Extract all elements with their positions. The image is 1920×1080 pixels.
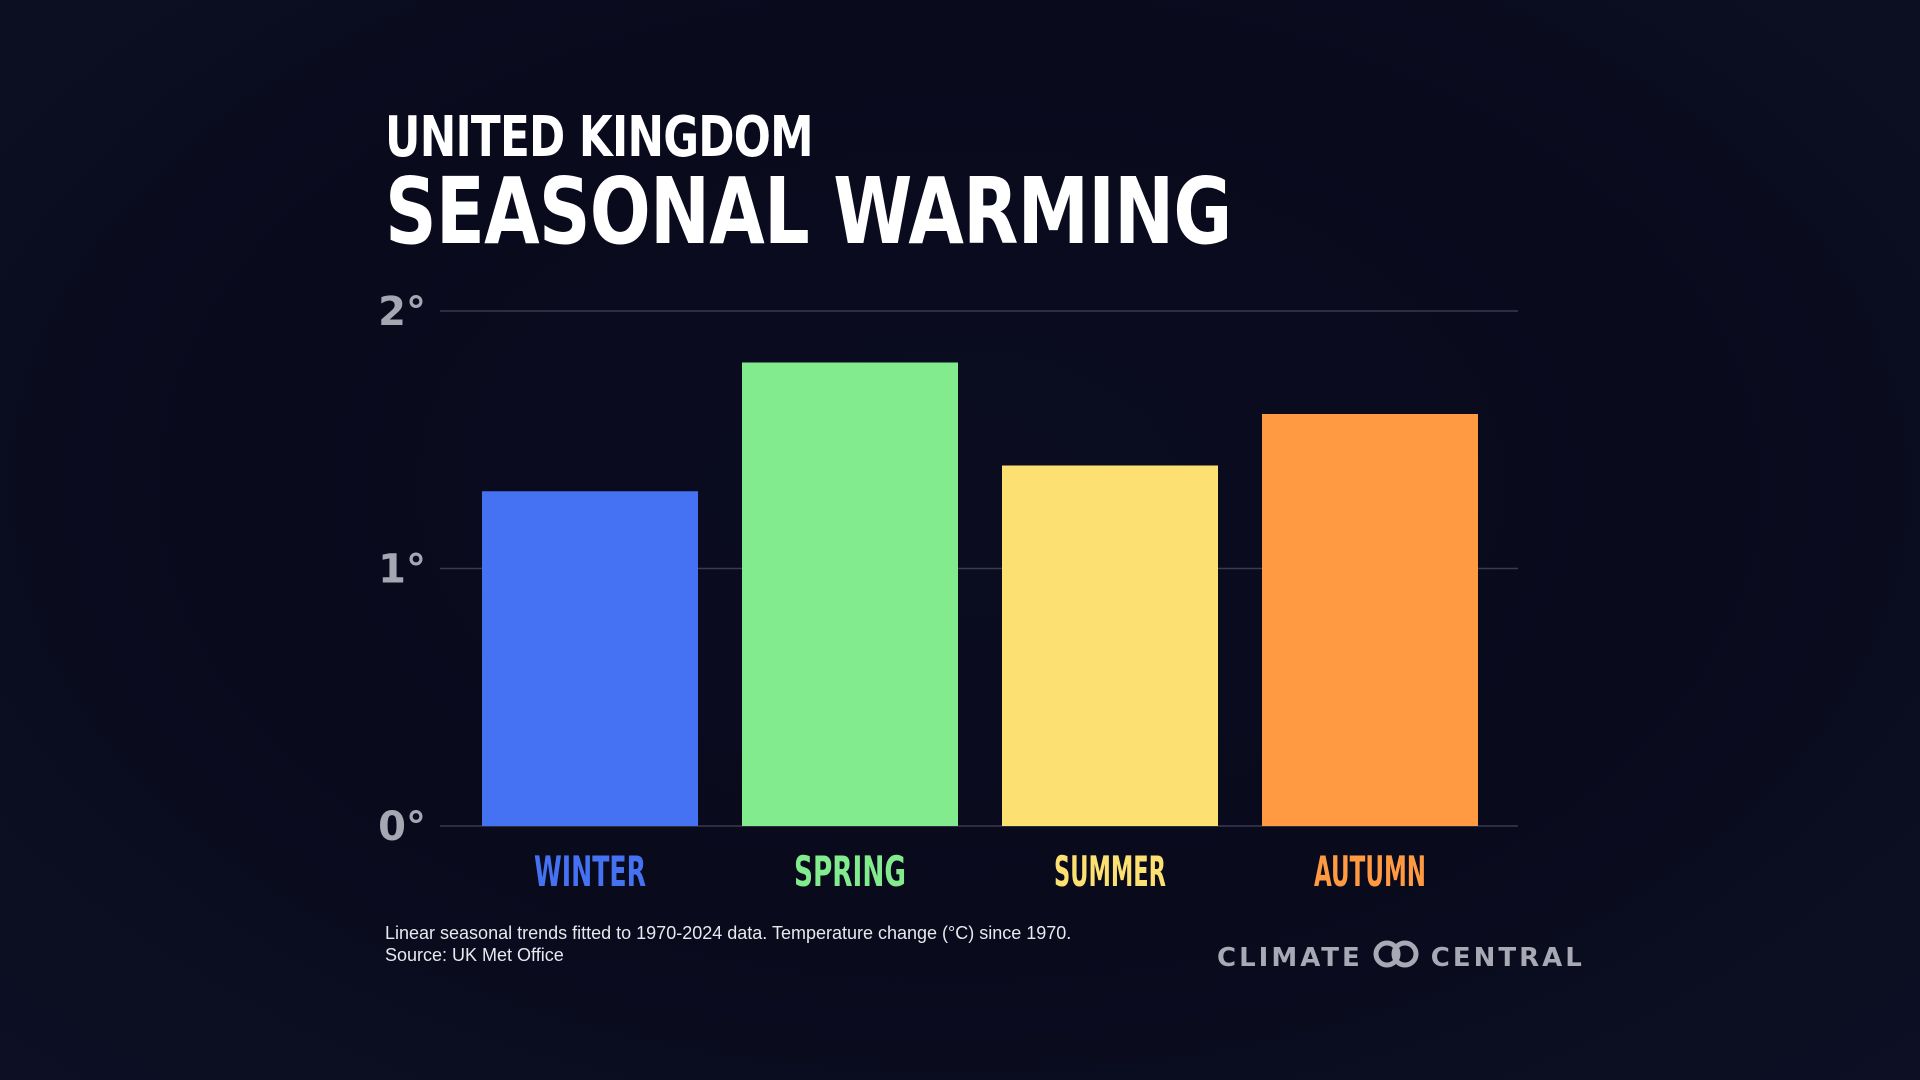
y-tick-label-0: 0° xyxy=(378,804,426,850)
bar-summer xyxy=(1002,465,1218,826)
chart-supertitle: UNITED KINGDOM xyxy=(385,105,814,170)
category-label-autumn: AUTUMN xyxy=(1314,847,1426,896)
chart-title-block: UNITED KINGDOM SEASONAL WARMING xyxy=(385,108,1470,260)
category-label-winter: WINTER xyxy=(534,847,646,896)
climate-central-rings-icon xyxy=(1371,940,1421,975)
logo-text-left: CLIMATE xyxy=(1217,942,1363,973)
footnote-source: Source: UK Met Office xyxy=(385,945,564,965)
footnote-method: Linear seasonal trends fitted to 1970-20… xyxy=(385,923,1072,943)
category-label-summer: SUMMER xyxy=(1054,847,1166,896)
y-tick-label-1: 1° xyxy=(378,547,426,593)
category-label-spring: SPRING xyxy=(794,847,906,896)
bar-autumn xyxy=(1262,414,1478,826)
bar-winter xyxy=(482,491,698,826)
logo-text-right: CENTRAL xyxy=(1430,942,1585,973)
climate-central-logo: CLIMATE CENTRAL xyxy=(1217,940,1585,975)
bar-spring xyxy=(742,362,958,826)
chart-title: SEASONAL WARMING xyxy=(385,158,1232,265)
footnote: Linear seasonal trends fitted to 1970-20… xyxy=(385,922,1071,966)
y-tick-label-2: 2° xyxy=(378,289,426,335)
